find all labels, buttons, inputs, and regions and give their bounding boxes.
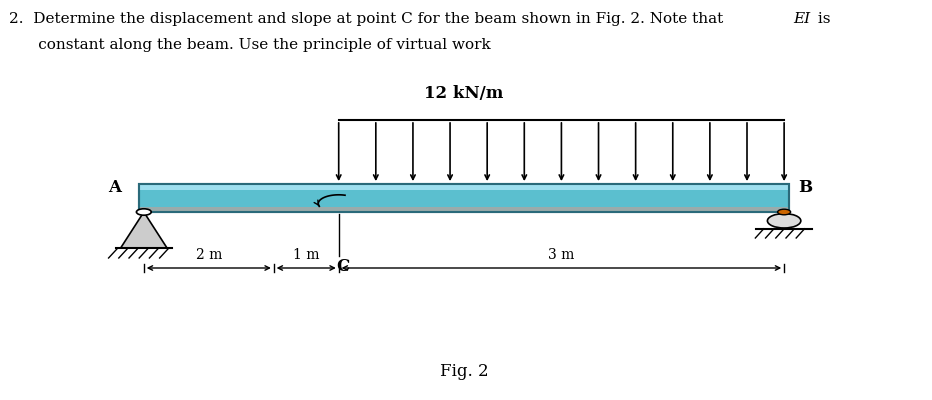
Text: 1 m: 1 m [293,248,320,262]
Text: A: A [107,179,120,196]
Text: 12 kN/m: 12 kN/m [424,85,503,102]
Text: 2 m: 2 m [196,248,222,262]
Circle shape [767,214,801,228]
Text: 2.  Determine the displacement and slope at point C for the beam shown in Fig. 2: 2. Determine the displacement and slope … [9,12,729,26]
FancyBboxPatch shape [139,184,788,212]
Text: B: B [798,179,812,196]
Text: is: is [813,12,830,26]
Text: constant along the beam. Use the principle of virtual work: constant along the beam. Use the princip… [9,38,491,52]
FancyBboxPatch shape [139,207,788,212]
Polygon shape [120,212,167,248]
Text: EI: EI [793,12,811,26]
Text: Fig. 2: Fig. 2 [440,363,488,380]
Circle shape [136,209,151,215]
Text: 3 m: 3 m [548,248,575,262]
Circle shape [777,209,790,215]
Text: C: C [336,258,350,275]
FancyBboxPatch shape [139,184,788,190]
